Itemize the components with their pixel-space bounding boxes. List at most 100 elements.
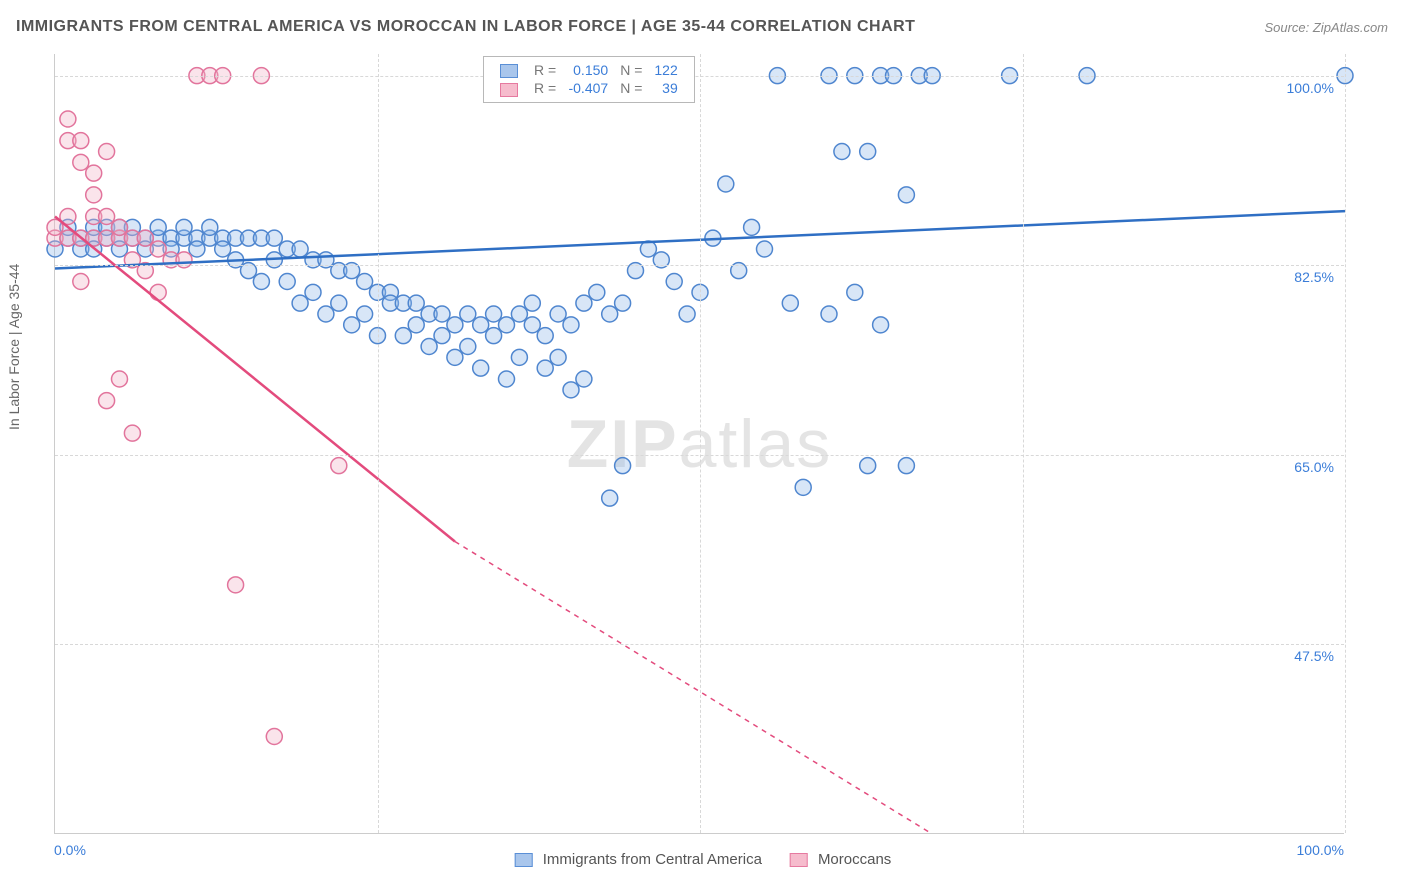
data-point bbox=[357, 274, 373, 290]
data-point bbox=[99, 393, 115, 409]
data-point bbox=[253, 274, 269, 290]
data-point bbox=[305, 284, 321, 300]
data-point bbox=[318, 306, 334, 322]
data-point bbox=[679, 306, 695, 322]
data-point bbox=[576, 371, 592, 387]
plot-area: ZIPatlas 47.5%65.0%82.5%100.0% bbox=[54, 54, 1344, 834]
data-point bbox=[537, 360, 553, 376]
n-label: N = bbox=[614, 61, 648, 79]
y-axis-label: In Labor Force | Age 35-44 bbox=[6, 264, 22, 430]
data-point bbox=[666, 274, 682, 290]
data-point bbox=[782, 295, 798, 311]
data-point bbox=[718, 176, 734, 192]
data-point bbox=[73, 154, 89, 170]
data-point bbox=[847, 284, 863, 300]
data-point bbox=[615, 458, 631, 474]
data-point bbox=[331, 458, 347, 474]
data-point bbox=[460, 306, 476, 322]
data-point bbox=[524, 317, 540, 333]
data-point bbox=[860, 144, 876, 160]
data-point bbox=[511, 306, 527, 322]
data-point bbox=[124, 425, 140, 441]
data-point bbox=[292, 295, 308, 311]
data-point bbox=[60, 111, 76, 127]
data-point bbox=[615, 295, 631, 311]
swatch-icon bbox=[515, 853, 533, 867]
data-point bbox=[795, 479, 811, 495]
data-point bbox=[150, 219, 166, 235]
grid-line bbox=[700, 54, 701, 833]
chart-title: IMMIGRANTS FROM CENTRAL AMERICA VS MOROC… bbox=[16, 18, 915, 36]
r-value: -0.407 bbox=[562, 79, 614, 97]
data-point bbox=[357, 306, 373, 322]
data-point bbox=[473, 317, 489, 333]
data-point bbox=[537, 328, 553, 344]
y-tick-label: 65.0% bbox=[1294, 459, 1334, 475]
data-point bbox=[602, 490, 618, 506]
y-tick-label: 82.5% bbox=[1294, 269, 1334, 285]
data-point bbox=[434, 306, 450, 322]
r-label: R = bbox=[528, 61, 562, 79]
data-point bbox=[99, 144, 115, 160]
data-point bbox=[589, 284, 605, 300]
data-point bbox=[447, 317, 463, 333]
data-point bbox=[524, 295, 540, 311]
data-point bbox=[189, 241, 205, 257]
correlation-legend: R = 0.150 N = 122 R = -0.407 N = 39 bbox=[483, 56, 695, 103]
data-point bbox=[86, 187, 102, 203]
n-value: 122 bbox=[648, 61, 683, 79]
grid-line bbox=[1023, 54, 1024, 833]
grid-line bbox=[378, 54, 379, 833]
legend-label: Immigrants from Central America bbox=[543, 851, 762, 868]
data-point bbox=[408, 295, 424, 311]
n-value: 39 bbox=[648, 79, 683, 97]
data-point bbox=[112, 371, 128, 387]
data-point bbox=[344, 317, 360, 333]
data-point bbox=[860, 458, 876, 474]
data-point bbox=[73, 133, 89, 149]
data-point bbox=[137, 230, 153, 246]
data-point bbox=[150, 284, 166, 300]
source-attribution: Source: ZipAtlas.com bbox=[1264, 20, 1388, 35]
data-point bbox=[176, 219, 192, 235]
data-point bbox=[460, 339, 476, 355]
data-point bbox=[408, 317, 424, 333]
data-point bbox=[473, 360, 489, 376]
swatch-icon bbox=[500, 64, 518, 78]
data-point bbox=[112, 219, 128, 235]
data-point bbox=[395, 328, 411, 344]
legend-item: Moroccans bbox=[790, 851, 891, 868]
data-point bbox=[150, 241, 166, 257]
legend-row: R = -0.407 N = 39 bbox=[494, 79, 684, 97]
data-point bbox=[499, 371, 515, 387]
data-point bbox=[331, 295, 347, 311]
data-point bbox=[602, 306, 618, 322]
legend-row: R = 0.150 N = 122 bbox=[494, 61, 684, 79]
data-point bbox=[757, 241, 773, 257]
correlation-table: R = 0.150 N = 122 R = -0.407 N = 39 bbox=[494, 61, 684, 98]
data-point bbox=[486, 306, 502, 322]
data-point bbox=[99, 209, 115, 225]
trend-line-extrapolated bbox=[455, 542, 932, 835]
data-point bbox=[202, 219, 218, 235]
data-point bbox=[215, 241, 231, 257]
data-point bbox=[550, 306, 566, 322]
data-point bbox=[228, 577, 244, 593]
y-tick-label: 100.0% bbox=[1287, 80, 1334, 96]
r-label: R = bbox=[528, 79, 562, 97]
data-point bbox=[511, 349, 527, 365]
data-point bbox=[499, 317, 515, 333]
x-tick-min: 0.0% bbox=[54, 842, 86, 858]
legend-label: Moroccans bbox=[818, 851, 891, 868]
data-point bbox=[279, 274, 295, 290]
data-point bbox=[73, 274, 89, 290]
series-legend: Immigrants from Central America Moroccan… bbox=[515, 851, 892, 868]
data-point bbox=[744, 219, 760, 235]
legend-item: Immigrants from Central America bbox=[515, 851, 762, 868]
data-point bbox=[266, 230, 282, 246]
data-point bbox=[292, 241, 308, 257]
data-point bbox=[486, 328, 502, 344]
data-point bbox=[421, 339, 437, 355]
data-point bbox=[266, 729, 282, 745]
data-point bbox=[434, 328, 450, 344]
